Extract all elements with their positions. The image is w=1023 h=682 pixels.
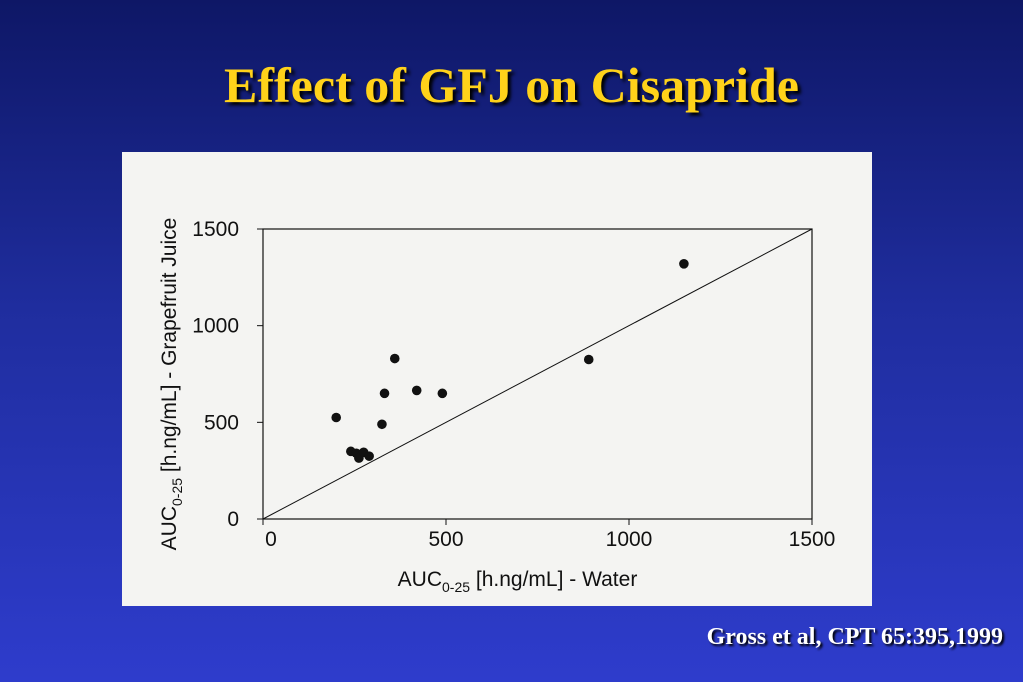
- data-point: [379, 388, 390, 399]
- plot-frame: [262, 228, 813, 520]
- x-axis-ticks: 0 500 1000 1500: [262, 519, 836, 551]
- data-point: [583, 354, 594, 365]
- x-axis-label: AUC0-25 [h.ng/mL] - Water: [398, 568, 638, 595]
- data-point: [679, 259, 689, 269]
- data-point: [364, 451, 374, 461]
- slide-title: Effect of GFJ on Cisapride: [224, 57, 799, 113]
- y-tick-label: 1500: [192, 218, 239, 241]
- data-point: [331, 412, 341, 423]
- citation: Gross et al, CPT 65:395,1999: [706, 624, 1003, 650]
- scatter-chart: 0 500 1000 1500 0 500 1000 1500 AUC0-25 [h.ng/…: [158, 218, 836, 595]
- x-tick-label: 1500: [789, 528, 836, 551]
- y-tick-label: 1000: [192, 315, 239, 338]
- data-points: [331, 259, 689, 463]
- x-tick-label: 500: [428, 528, 463, 551]
- chart-panel: 0 500 1000 1500 0 500 1000 1500 AUC0-25 [h.ng/…: [122, 152, 872, 606]
- data-point: [411, 385, 422, 396]
- y-axis-ticks: 0 500 1000 1500: [192, 218, 263, 531]
- x-tick-label: 1000: [606, 528, 653, 551]
- data-point: [389, 353, 400, 364]
- identity-line: [262, 228, 813, 520]
- y-tick-label: 0: [227, 508, 239, 531]
- data-point: [437, 388, 448, 399]
- y-axis-label: AUC0-25 [h.ng/mL] - Grapefruit Juice: [158, 218, 185, 551]
- y-tick-label: 500: [204, 411, 239, 434]
- x-tick-label: 0: [265, 528, 277, 551]
- data-point: [377, 419, 387, 430]
